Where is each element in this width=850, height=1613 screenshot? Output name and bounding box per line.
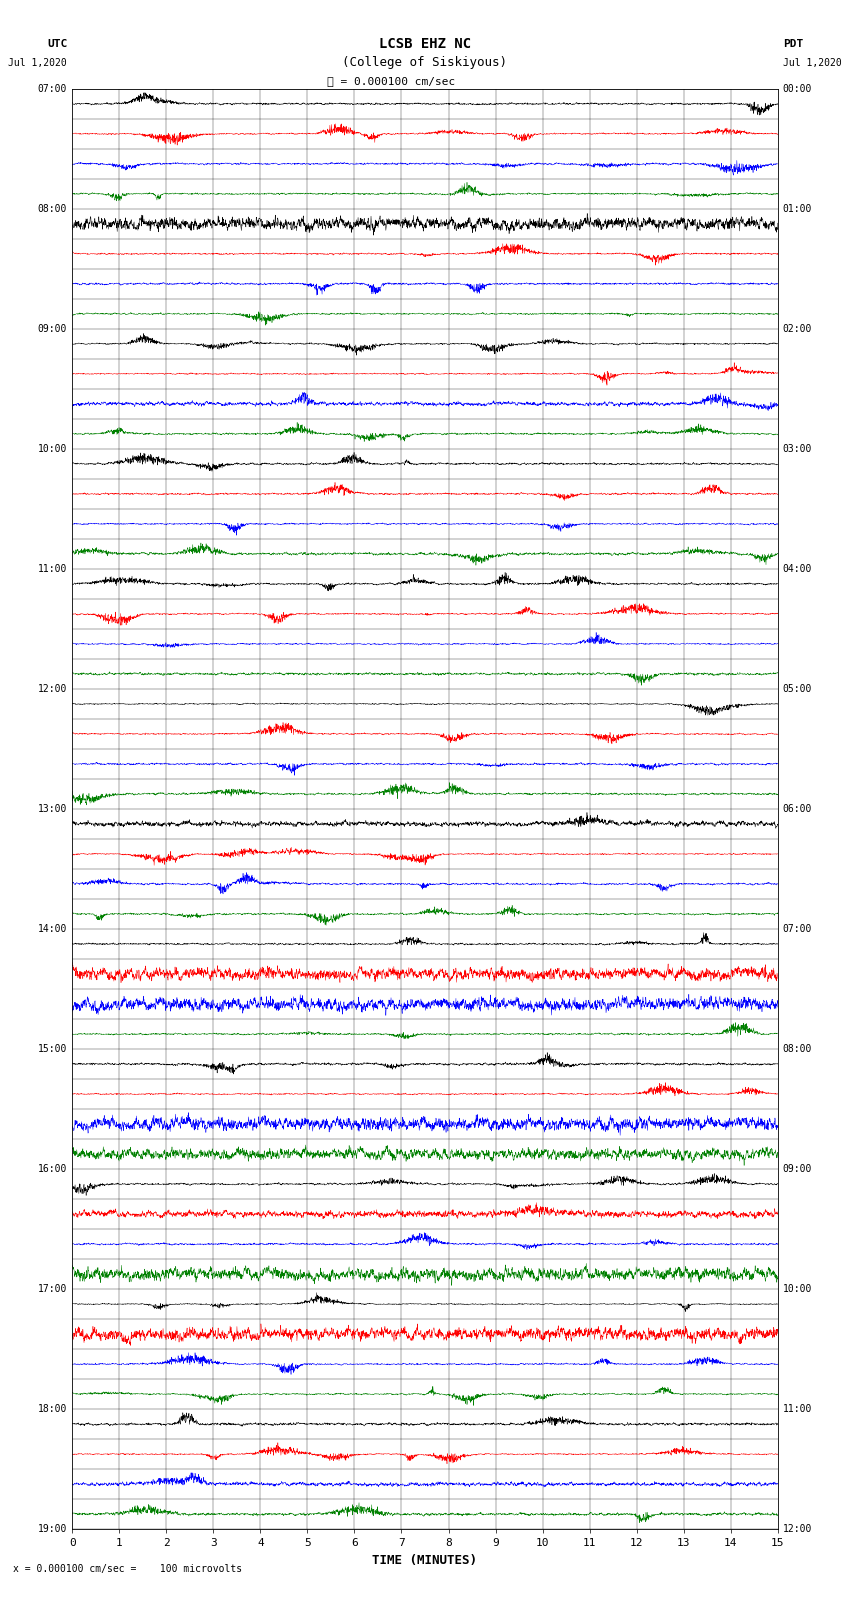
Text: 14:00: 14:00	[37, 924, 67, 934]
Text: 08:00: 08:00	[37, 203, 67, 215]
Text: PDT: PDT	[783, 39, 803, 48]
Text: 04:00: 04:00	[783, 565, 813, 574]
Text: 19:00: 19:00	[37, 1524, 67, 1534]
Text: 01:00: 01:00	[783, 203, 813, 215]
X-axis label: TIME (MINUTES): TIME (MINUTES)	[372, 1553, 478, 1566]
Text: 07:00: 07:00	[37, 84, 67, 94]
Text: 12:00: 12:00	[783, 1524, 813, 1534]
Text: 11:00: 11:00	[783, 1403, 813, 1415]
Text: 18:00: 18:00	[37, 1403, 67, 1415]
Text: 12:00: 12:00	[37, 684, 67, 694]
Text: UTC: UTC	[47, 39, 67, 48]
Text: 17:00: 17:00	[37, 1284, 67, 1294]
Text: 09:00: 09:00	[783, 1165, 813, 1174]
Text: 02:00: 02:00	[783, 324, 813, 334]
Text: 07:00: 07:00	[783, 924, 813, 934]
Text: 08:00: 08:00	[783, 1044, 813, 1053]
Text: ⎵ = 0.000100 cm/sec: ⎵ = 0.000100 cm/sec	[327, 76, 455, 85]
Text: 10:00: 10:00	[37, 444, 67, 453]
Text: 16:00: 16:00	[37, 1165, 67, 1174]
Text: 13:00: 13:00	[37, 803, 67, 815]
Text: 09:00: 09:00	[37, 324, 67, 334]
Text: 11:00: 11:00	[37, 565, 67, 574]
Text: (College of Siskiyous): (College of Siskiyous)	[343, 56, 507, 69]
Text: 00:00: 00:00	[783, 84, 813, 94]
Text: 06:00: 06:00	[783, 803, 813, 815]
Text: 10:00: 10:00	[783, 1284, 813, 1294]
Text: 15:00: 15:00	[37, 1044, 67, 1053]
Text: Jul 1,2020: Jul 1,2020	[8, 58, 67, 68]
Text: 03:00: 03:00	[783, 444, 813, 453]
Text: 05:00: 05:00	[783, 684, 813, 694]
Text: x = 0.000100 cm/sec =    100 microvolts: x = 0.000100 cm/sec = 100 microvolts	[13, 1565, 242, 1574]
Text: Jul 1,2020: Jul 1,2020	[783, 58, 842, 68]
Text: LCSB EHZ NC: LCSB EHZ NC	[379, 37, 471, 50]
